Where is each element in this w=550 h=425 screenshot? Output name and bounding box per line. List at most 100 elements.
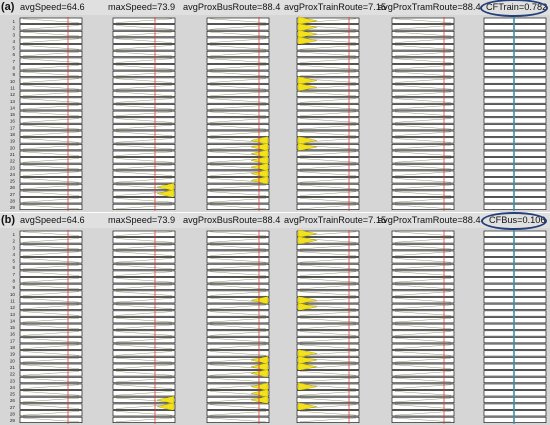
row-label: 2 (12, 26, 15, 31)
trajectory-line (299, 417, 357, 423)
event-highlight (297, 362, 318, 371)
row-label: 15 (10, 112, 16, 117)
trajectory-line (299, 258, 357, 263)
row-box (483, 357, 547, 364)
trajectory-line (209, 351, 267, 356)
trajectory-line (209, 111, 267, 116)
trajectory-line (22, 417, 80, 423)
trajectory-line (22, 404, 80, 409)
row-label: 27 (10, 192, 16, 197)
row-box (483, 137, 547, 144)
trajectory-line (115, 31, 173, 37)
trajectory-line (115, 364, 173, 369)
trajectory-line (299, 58, 357, 63)
trajectory-line (22, 351, 80, 356)
trajectory-line (394, 284, 452, 290)
event-highlight (156, 395, 175, 405)
row-box (483, 396, 547, 404)
trajectory-line (394, 337, 452, 343)
row-box (483, 130, 547, 137)
trajectory-line (115, 284, 173, 290)
cf-highlight-oval (480, 0, 548, 17)
trajectory-line (394, 384, 452, 389)
trajectory-line (115, 38, 173, 43)
event-highlight (250, 355, 269, 365)
row-label: 29 (10, 418, 16, 423)
row-label: 5 (12, 46, 15, 51)
trajectory-line (209, 231, 267, 236)
trajectory-line (115, 45, 173, 50)
trajectory-line (209, 105, 267, 110)
trajectory-line (115, 278, 173, 283)
trajectory-line (22, 25, 80, 30)
trajectory-line (22, 231, 80, 236)
event-highlight (297, 83, 318, 92)
trajectory-line (394, 411, 452, 416)
trajectory-line (394, 38, 452, 43)
trajectory-line (299, 344, 357, 349)
trajectory-line (115, 138, 173, 143)
trajectory-line (299, 397, 357, 403)
event-highlight (297, 16, 318, 25)
trajectory-line (299, 111, 357, 116)
trajectory-line (394, 105, 452, 110)
trajectory-line (394, 31, 452, 37)
event-highlight (297, 36, 318, 45)
col-label-avgspeed: avgSpeed=64.6 (20, 2, 85, 12)
trajectory-line (299, 151, 357, 156)
row-box (483, 317, 547, 324)
trajectory-line (22, 131, 80, 136)
trajectory-line (115, 71, 173, 77)
trajectory-line (394, 151, 452, 156)
trajectory-line (209, 58, 267, 63)
trajectory-line (299, 198, 357, 203)
row-box (483, 90, 547, 97)
event-highlight (297, 402, 318, 411)
trajectory-line (394, 65, 452, 70)
row-box (483, 104, 547, 111)
trajectory-line (22, 71, 80, 77)
trajectory-line (22, 318, 80, 323)
trajectory-line (22, 284, 80, 290)
trajectory-line (115, 98, 173, 103)
row-label: 18 (10, 345, 16, 350)
trajectory-line (22, 344, 80, 349)
row-box (483, 97, 547, 104)
row-label: 5 (12, 259, 15, 264)
event-highlight (297, 142, 318, 152)
trajectory-line (299, 291, 357, 296)
trajectory-line (115, 111, 173, 116)
trajectory-line (394, 144, 452, 150)
row-label: 29 (10, 205, 16, 210)
trajectory-line (115, 178, 173, 183)
trajectory-line (394, 178, 452, 183)
trajectory-line (22, 397, 80, 403)
row-label: 23 (10, 165, 16, 170)
trajectory-line (394, 131, 452, 136)
trajectory-line (22, 304, 80, 310)
row-box (483, 350, 547, 357)
row-box (483, 70, 547, 77)
trajectory-line (394, 198, 452, 203)
row-label: 20 (10, 145, 16, 150)
row-label: 6 (12, 52, 15, 57)
row-box (483, 290, 547, 297)
trajectory-line (394, 251, 452, 256)
trajectory-line (22, 151, 80, 156)
trajectory-line (394, 344, 452, 349)
trajectory-line (22, 391, 80, 396)
row-box (483, 50, 547, 58)
row-box (483, 203, 547, 210)
row-box (483, 370, 547, 377)
row-box (483, 44, 547, 51)
event-highlight (250, 382, 269, 391)
trajectory-line (209, 191, 267, 196)
row-box (483, 17, 547, 24)
trajectory-line (299, 131, 357, 136)
trajectory-line (22, 85, 80, 90)
trajectory-line (394, 264, 452, 270)
trajectory-line (209, 404, 267, 409)
row-label: 27 (10, 405, 16, 410)
row-label: 14 (10, 105, 16, 110)
